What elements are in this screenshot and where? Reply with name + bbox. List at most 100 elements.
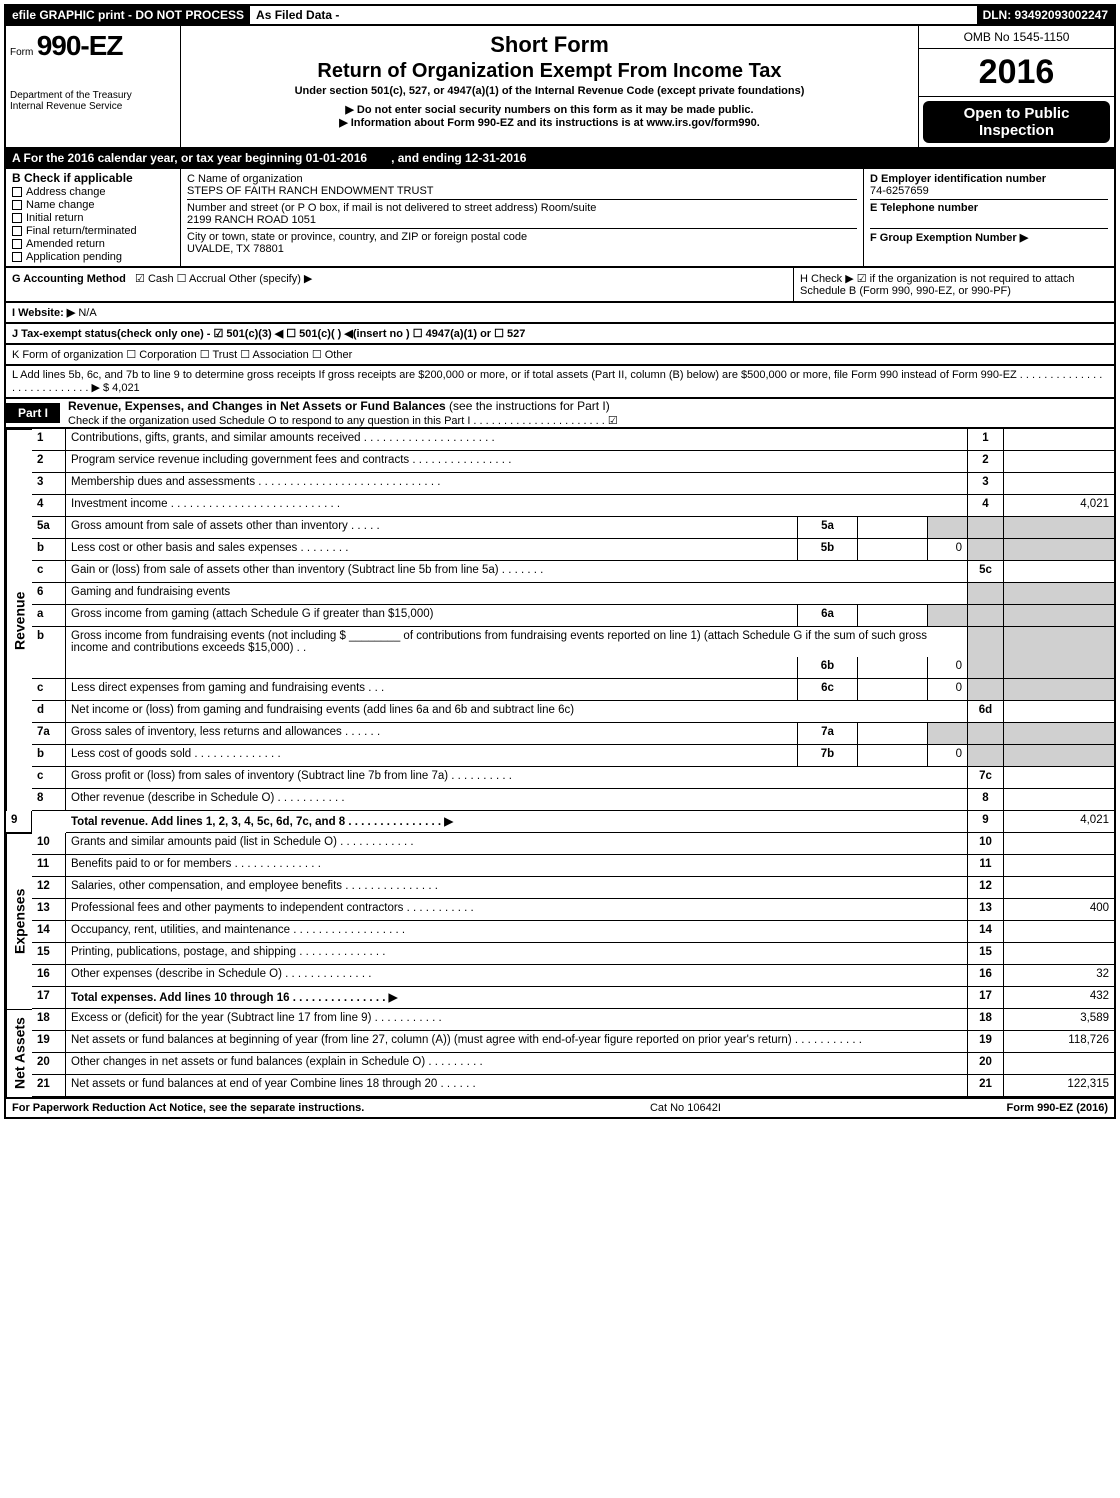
line-6a-shade2 xyxy=(968,605,1004,627)
line-6-shade1 xyxy=(968,583,1004,605)
line-19-col: 19 xyxy=(968,1031,1004,1053)
line-5b-desc: Less cost or other basis and sales expen… xyxy=(66,539,798,561)
g-accounting-method: G Accounting Method ☑ Cash ☐ Accrual Oth… xyxy=(6,268,794,301)
revenue-section-label: Revenue xyxy=(6,429,32,811)
line-6a-mini: 6a xyxy=(798,605,858,627)
line-14-value xyxy=(1004,921,1114,943)
line-2-col: 2 xyxy=(968,451,1004,473)
line-5c-desc: Gain or (loss) from sale of assets other… xyxy=(66,561,968,583)
line-8-col: 8 xyxy=(968,789,1004,811)
line-13-col: 13 xyxy=(968,899,1004,921)
line-6b-no: b xyxy=(32,627,66,679)
line-17-col: 17 xyxy=(968,987,1004,1009)
line-4-col: 4 xyxy=(968,495,1004,517)
line-2-no: 2 xyxy=(32,451,66,473)
topbar-spacer xyxy=(345,6,976,24)
main-title: Return of Organization Exempt From Incom… xyxy=(189,60,910,83)
line-7b-minival xyxy=(858,745,928,767)
line-11-value xyxy=(1004,855,1114,877)
line-10-value xyxy=(1004,833,1114,855)
street-label: Number and street (or P O box, if mail i… xyxy=(187,202,857,214)
page-footer: For Paperwork Reduction Act Notice, see … xyxy=(4,1099,1116,1119)
line-13-value: 400 xyxy=(1004,899,1114,921)
footer-mid: Cat No 10642I xyxy=(364,1102,1006,1114)
line-8-desc: Other revenue (describe in Schedule O) .… xyxy=(66,789,968,811)
part-i-title: Revenue, Expenses, and Changes in Net As… xyxy=(68,399,446,413)
line-16-col: 16 xyxy=(968,965,1004,987)
line-20-desc: Other changes in net assets or fund bala… xyxy=(66,1053,968,1075)
check-initial-return[interactable]: Initial return xyxy=(12,212,174,224)
column-b-checks: B Check if applicable Address change Nam… xyxy=(6,169,181,266)
line-11-col: 11 xyxy=(968,855,1004,877)
line-15-desc: Printing, publications, postage, and shi… xyxy=(66,943,968,965)
subtitle: Under section 501(c), 527, or 4947(a)(1)… xyxy=(189,85,910,97)
line-6b-desc2-empty xyxy=(66,657,798,679)
line-5b-shade2 xyxy=(1004,539,1114,561)
check-amended-return[interactable]: Amended return xyxy=(12,238,174,250)
line-14-col: 14 xyxy=(968,921,1004,943)
line-5c-col: 5c xyxy=(968,561,1004,583)
line-2-value xyxy=(1004,451,1114,473)
section-b-c-d: B Check if applicable Address change Nam… xyxy=(4,169,1116,268)
ein-label: D Employer identification number xyxy=(870,173,1108,185)
dept-treasury: Department of the Treasury xyxy=(10,90,176,101)
line-7a-shade2 xyxy=(968,723,1004,745)
line-3-no: 3 xyxy=(32,473,66,495)
line-13-desc: Professional fees and other payments to … xyxy=(66,899,968,921)
line-12-desc: Salaries, other compensation, and employ… xyxy=(66,877,968,899)
line-6b-shade2 xyxy=(1004,657,1114,679)
line-7b-desc: Less cost of goods sold . . . . . . . . … xyxy=(66,745,798,767)
line-1-col: 1 xyxy=(968,429,1004,451)
line-11-no: 11 xyxy=(32,855,66,877)
line-17-value: 432 xyxy=(1004,987,1114,1009)
line-5b-shade1 xyxy=(968,539,1004,561)
line-6d-desc: Net income or (loss) from gaming and fun… xyxy=(66,701,968,723)
check-address-change[interactable]: Address change xyxy=(12,186,174,198)
line-7b-no: b xyxy=(32,745,66,767)
line-7a-no: 7a xyxy=(32,723,66,745)
line-5c-no: c xyxy=(32,561,66,583)
line-18-value: 3,589 xyxy=(1004,1009,1114,1031)
line-6b-rval: 0 xyxy=(928,657,968,679)
line-6b-shade1 xyxy=(968,657,1004,679)
check-application-pending[interactable]: Application pending xyxy=(12,251,174,263)
header-right: OMB No 1545-1150 2016 Open to Public Ins… xyxy=(919,26,1114,147)
line-17-desc: Total expenses. Add lines 10 through 16 … xyxy=(66,987,968,1009)
form-header: Form 990-EZ Department of the Treasury I… xyxy=(4,26,1116,149)
line-5a-shade2 xyxy=(968,517,1004,539)
check-final-return[interactable]: Final return/terminated xyxy=(12,225,174,237)
line-14-no: 14 xyxy=(32,921,66,943)
form-number-cell: Form 990-EZ Department of the Treasury I… xyxy=(6,26,181,147)
line-6a-no: a xyxy=(32,605,66,627)
line-5a-desc: Gross amount from sale of assets other t… xyxy=(66,517,798,539)
part-i-header: Part I Revenue, Expenses, and Changes in… xyxy=(4,399,1116,429)
check-name-change[interactable]: Name change xyxy=(12,199,174,211)
short-form-heading: Short Form xyxy=(189,32,910,58)
line-6-desc: Gaming and fundraising events xyxy=(66,583,968,605)
line-7b-mini: 7b xyxy=(798,745,858,767)
footer-left: For Paperwork Reduction Act Notice, see … xyxy=(12,1102,364,1114)
ein-value: 74-6257659 xyxy=(870,185,1108,197)
line-5a-shade3 xyxy=(1004,517,1114,539)
line-6-no: 6 xyxy=(32,583,66,605)
org-street: 2199 RANCH ROAD 1051 xyxy=(187,214,857,226)
line-6c-shade2 xyxy=(1004,679,1114,701)
line-21-value: 122,315 xyxy=(1004,1075,1114,1097)
line-6d-col: 6d xyxy=(968,701,1004,723)
line-9-desc: Total revenue. Add lines 1, 2, 3, 4, 5c,… xyxy=(66,811,968,833)
line-7c-col: 7c xyxy=(968,767,1004,789)
line-16-desc: Other expenses (describe in Schedule O) … xyxy=(66,965,968,987)
line-9-value: 4,021 xyxy=(1004,811,1114,833)
b-heading: B Check if applicable xyxy=(12,171,174,185)
line-3-desc: Membership dues and assessments . . . . … xyxy=(66,473,968,495)
line-1-desc: Contributions, gifts, grants, and simila… xyxy=(66,429,968,451)
c-label: C Name of organization xyxy=(187,173,857,185)
line-13-no: 13 xyxy=(32,899,66,921)
line-16-value: 32 xyxy=(1004,965,1114,987)
line-6d-no: d xyxy=(32,701,66,723)
line-6d-value xyxy=(1004,701,1114,723)
line-15-value xyxy=(1004,943,1114,965)
efile-label: efile GRAPHIC print - DO NOT PROCESS xyxy=(6,6,250,24)
part-i-table: Revenue 1 Contributions, gifts, grants, … xyxy=(4,429,1116,1099)
group-exemption-label: F Group Exemption Number ▶ xyxy=(870,231,1108,244)
